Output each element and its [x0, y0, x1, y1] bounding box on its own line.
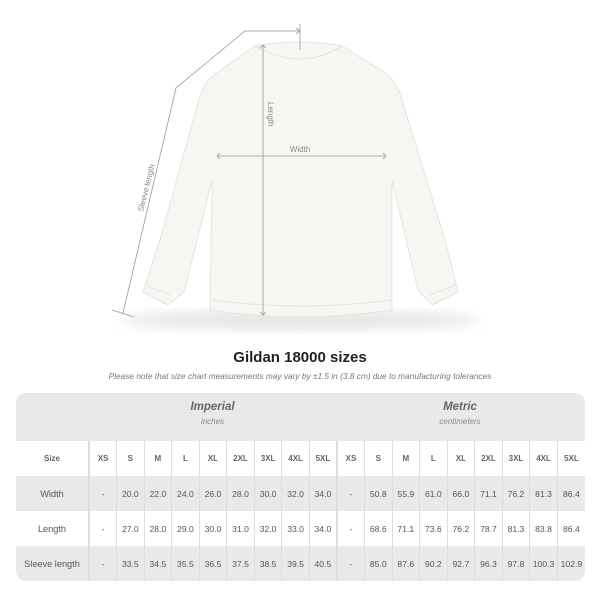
metric-cell: 97.8: [501, 546, 530, 581]
size-header-row: Size XS S M L XL 2XL 3XL 4XL 5XL XS S M L XL 2XL 3XL 4XL 5…: [16, 441, 585, 476]
metric-cell: 86.4: [556, 511, 585, 546]
shadow: [120, 310, 480, 330]
imperial-cell: 33.5: [116, 546, 145, 581]
metric-cell: 76.2: [446, 511, 475, 546]
imperial-cell: 27.0: [116, 511, 145, 546]
metric-cell: 96.3: [474, 546, 503, 581]
metric-cell: 4XL: [529, 441, 558, 476]
imperial-cell: 37.5: [226, 546, 255, 581]
imperial-title: Imperial: [190, 401, 235, 413]
size-table: Imperial inches Metric centimeters Size X…: [16, 393, 585, 581]
imperial-cell: 32.0: [253, 511, 282, 546]
row-label: Length: [16, 511, 90, 546]
imperial-cell: 26.0: [198, 476, 227, 511]
imperial-cell: 22.0: [143, 476, 172, 511]
imperial-unit: inches: [200, 417, 225, 426]
imperial-cell: 28.0: [226, 476, 255, 511]
metric-cell: 92.7: [446, 546, 475, 581]
imperial-cell: 32.0: [281, 476, 310, 511]
metric-title: Metric: [443, 401, 477, 413]
row-label: Size: [16, 441, 90, 476]
imperial-cell: 36.5: [198, 546, 227, 581]
imperial-cell: 38.5: [253, 546, 282, 581]
metric-cell: 87.6: [391, 546, 420, 581]
metric-cell: 71.1: [474, 476, 503, 511]
table-row: Sleeve length -33.5 34.5 35.5 36.5 37.5 38.5 39…: [16, 546, 585, 581]
metric-cell: 66.0: [446, 476, 475, 511]
metric-cell: 86.4: [556, 476, 585, 511]
imperial-cell: -: [88, 476, 117, 511]
imperial-cell: L: [171, 441, 200, 476]
imperial-cell: 39.5: [281, 546, 310, 581]
metric-cell: XL: [446, 441, 475, 476]
imperial-cell: 29.0: [171, 511, 200, 546]
metric-cell: 50.8: [363, 476, 393, 511]
metric-cell: 78.7: [474, 511, 503, 546]
imperial-cell: 3XL: [253, 441, 282, 476]
metric-cell: 90.2: [419, 546, 448, 581]
metric-cell: -: [335, 476, 365, 511]
metric-cell: -: [335, 511, 365, 546]
imperial-cell: -: [88, 511, 117, 546]
imperial-cell: XS: [88, 441, 117, 476]
imperial-cell: 28.0: [143, 511, 172, 546]
tolerance-note: Please note that size chart measurements…: [108, 371, 492, 381]
metric-cell: L: [419, 441, 448, 476]
imperial-cell: 20.0: [116, 476, 145, 511]
imperial-cell: 34.0: [308, 511, 337, 546]
metric-cell: 102.9: [556, 546, 585, 581]
table-row: Length -27.0 28.0 29.0 30.0 31.0 32.0 33.0 34.0-…: [16, 511, 585, 546]
table-header: Imperial inches Metric centimeters: [16, 393, 585, 441]
imperial-cell: 35.5: [171, 546, 200, 581]
imperial-cell: S: [116, 441, 145, 476]
sweatshirt-diagram: Width Length Sleeve length: [111, 24, 480, 330]
imperial-cell: 34.5: [143, 546, 172, 581]
imperial-cell: -: [88, 546, 117, 581]
imperial-cell: 40.5: [308, 546, 337, 581]
metric-cell: 61.0: [419, 476, 448, 511]
metric-cell: M: [391, 441, 420, 476]
width-label: Width: [290, 145, 310, 154]
imperial-cell: M: [143, 441, 172, 476]
measurement-lines: [111, 24, 387, 318]
metric-cell: 5XL: [556, 441, 585, 476]
metric-cell: 2XL: [474, 441, 503, 476]
length-label: Length: [266, 102, 275, 126]
imperial-cell: 34.0: [308, 476, 337, 511]
metric-cell: 81.3: [501, 511, 530, 546]
imperial-cell: 4XL: [281, 441, 310, 476]
imperial-cell: 30.0: [198, 511, 227, 546]
row-label: Width: [16, 476, 90, 511]
metric-cell: 76.2: [501, 476, 530, 511]
metric-cell: XS: [335, 441, 365, 476]
metric-cell: 68.6: [363, 511, 393, 546]
imperial-cell: 2XL: [226, 441, 255, 476]
table-row: Width -20.0 22.0 24.0 26.0 28.0 30.0 32.0 34.0-5…: [16, 476, 585, 511]
imperial-header: Imperial inches: [90, 401, 335, 426]
imperial-cell: 30.0: [253, 476, 282, 511]
metric-unit: centimeters: [439, 417, 481, 426]
imperial-cell: 33.0: [281, 511, 310, 546]
metric-header: Metric centimeters: [336, 401, 584, 426]
metric-cell: 81.3: [529, 476, 558, 511]
metric-cell: 55.9: [391, 476, 420, 511]
imperial-cell: XL: [198, 441, 227, 476]
imperial-cell: 31.0: [226, 511, 255, 546]
metric-cell: 83.8: [529, 511, 558, 546]
imperial-cell: 5XL: [308, 441, 337, 476]
chart-title: Gildan 18000 sizes: [233, 349, 367, 366]
size-grid: Size XS S M L XL 2XL 3XL 4XL 5XL XS S M L XL 2XL 3XL 4XL 5…: [16, 441, 585, 581]
metric-cell: 85.0: [363, 546, 393, 581]
metric-cell: 100.3: [529, 546, 558, 581]
metric-cell: S: [363, 441, 393, 476]
metric-cell: -: [335, 546, 365, 581]
metric-cell: 73.6: [419, 511, 448, 546]
sweatshirt-image: [142, 41, 459, 318]
imperial-cell: 24.0: [171, 476, 200, 511]
metric-cell: 3XL: [501, 441, 530, 476]
row-label: Sleeve length: [16, 546, 90, 581]
sleeve-length-line: [122, 30, 300, 314]
sleeve-length-label: Sleeve length: [136, 163, 156, 212]
metric-cell: 71.1: [391, 511, 420, 546]
